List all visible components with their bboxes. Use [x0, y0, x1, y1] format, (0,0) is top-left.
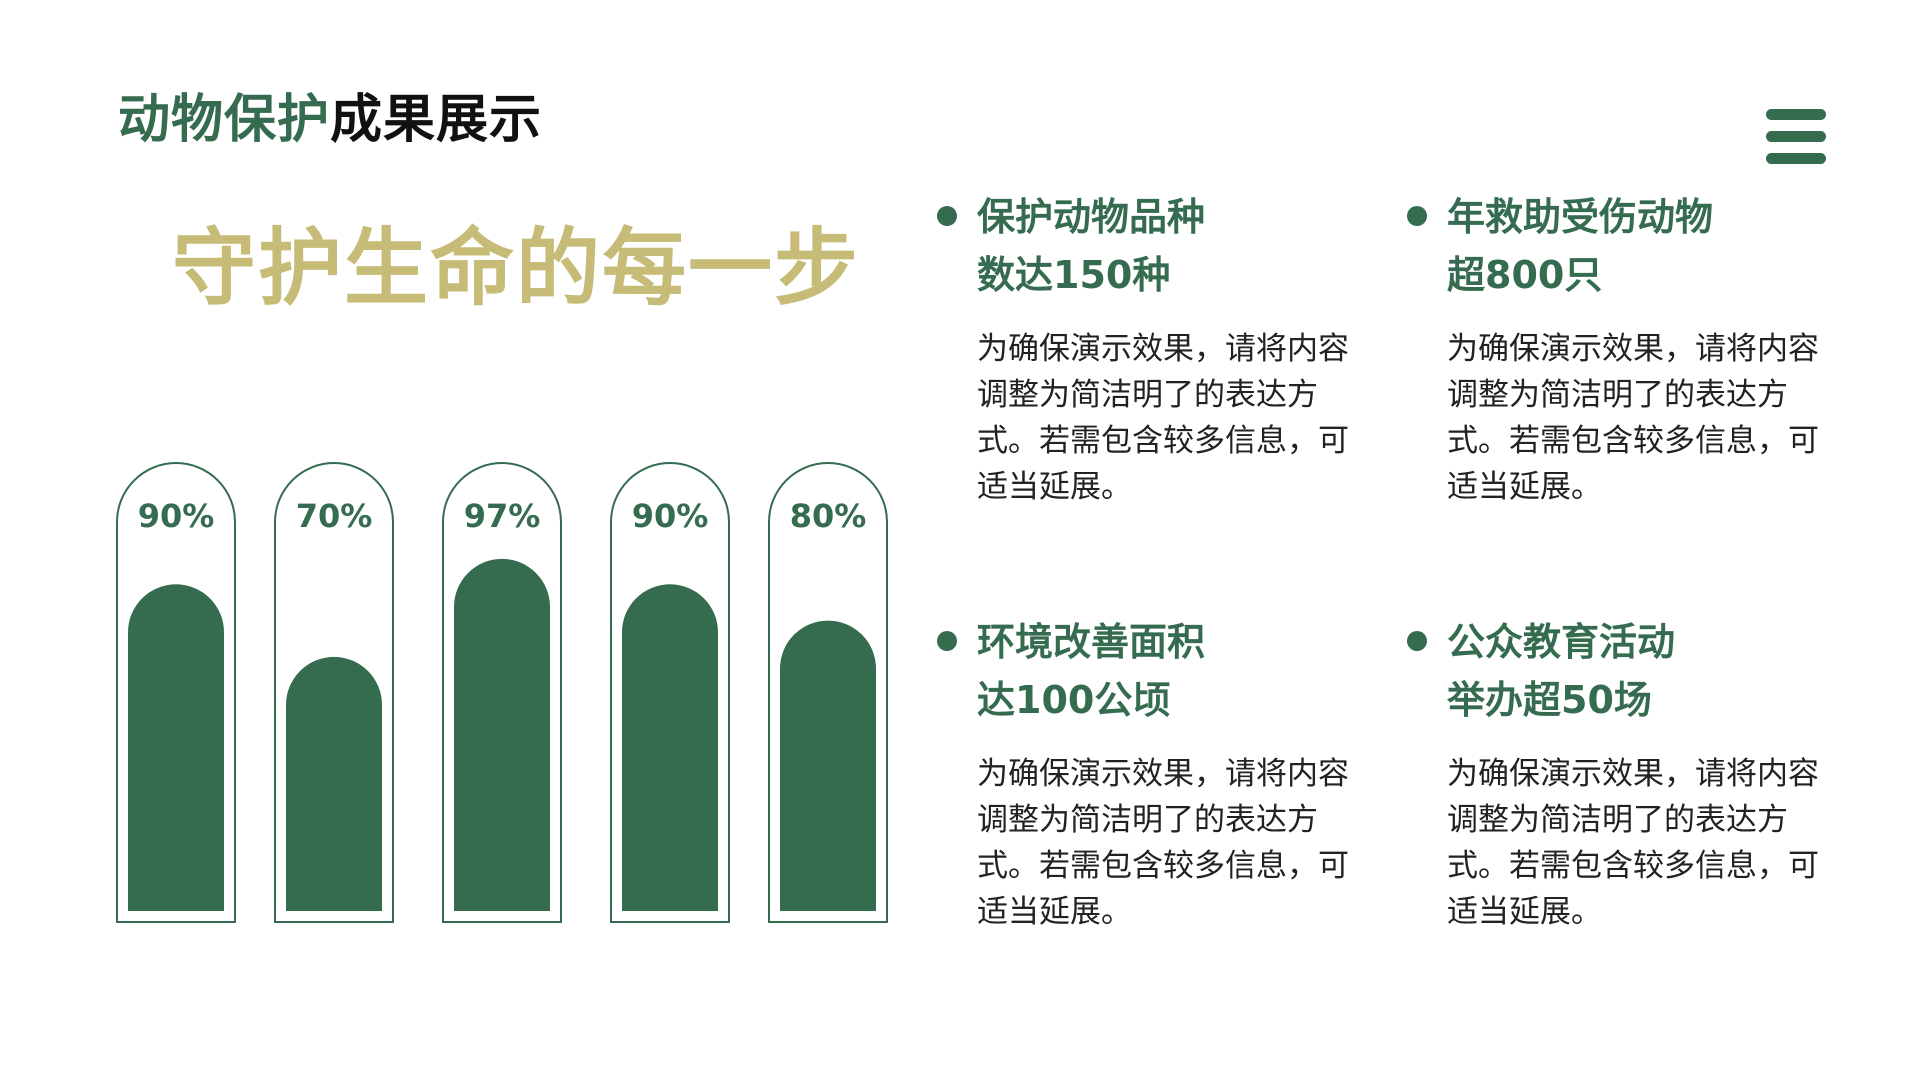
stat-heading-line1: 公众教育活动 — [1447, 620, 1676, 664]
bullet-dot — [1407, 206, 1427, 226]
hamburger-menu-icon[interactable] — [1766, 109, 1826, 165]
stat-heading: 公众教育活动 举办超50场 — [1447, 613, 1827, 729]
menu-bar — [1766, 131, 1826, 142]
stat-description: 为确保演示效果，请将内容调整为简洁明了的表达方式。若需包含较多信息，可适当延展。 — [1447, 756, 1819, 930]
bar-track — [610, 462, 730, 923]
stat-description: 为确保演示效果，请将内容调整为简洁明了的表达方式。若需包含较多信息，可适当延展。 — [977, 756, 1349, 930]
stat-heading: 环境改善面积 达100公顷 — [977, 613, 1357, 729]
page-title: 动物保护成果展示 — [118, 90, 543, 150]
stat-heading-line2: 超800只 — [1447, 253, 1603, 297]
bullet-dot — [937, 206, 957, 226]
stat-heading: 保护动物品种 数达150种 — [977, 188, 1357, 304]
bar-value-label: 90% — [632, 497, 709, 535]
stat-heading-line2: 数达150种 — [977, 253, 1171, 297]
title-highlight: 动物保护 — [118, 90, 331, 150]
bar-value-label: 90% — [138, 497, 215, 535]
stat-heading-line1: 环境改善面积 — [977, 620, 1206, 664]
stat-description: 为确保演示效果，请将内容调整为简洁明了的表达方式。若需包含较多信息，可适当延展。 — [977, 331, 1349, 505]
slogan: 守护生命的每一步 — [172, 219, 861, 317]
bullet-dot — [1407, 631, 1427, 651]
bar-value-label: 80% — [790, 497, 867, 535]
bar-fill — [454, 558, 550, 911]
stat-heading-line2: 举办超50场 — [1447, 678, 1652, 722]
bar-fill — [780, 620, 876, 911]
bar-fill — [622, 584, 718, 911]
menu-bar — [1766, 153, 1826, 164]
bar-fill — [128, 584, 224, 911]
stat-description: 为确保演示效果，请将内容调整为简洁明了的表达方式。若需包含较多信息，可适当延展。 — [1447, 331, 1819, 505]
bar-fill — [286, 656, 382, 911]
stat-heading-line1: 年救助受伤动物 — [1447, 195, 1714, 239]
bar-value-label: 97% — [464, 497, 541, 535]
stat-heading: 年救助受伤动物 超800只 — [1447, 188, 1827, 304]
bar-track — [116, 462, 236, 923]
bar-track — [768, 462, 888, 923]
bar-track — [442, 462, 562, 923]
title-rest: 成果展示 — [330, 90, 543, 150]
menu-bar — [1766, 109, 1826, 120]
bullet-dot — [937, 631, 957, 651]
bar-value-label: 70% — [296, 497, 373, 535]
stat-heading-line2: 达100公顷 — [977, 678, 1171, 722]
stat-heading-line1: 保护动物品种 — [977, 195, 1206, 239]
bar-track — [274, 462, 394, 923]
